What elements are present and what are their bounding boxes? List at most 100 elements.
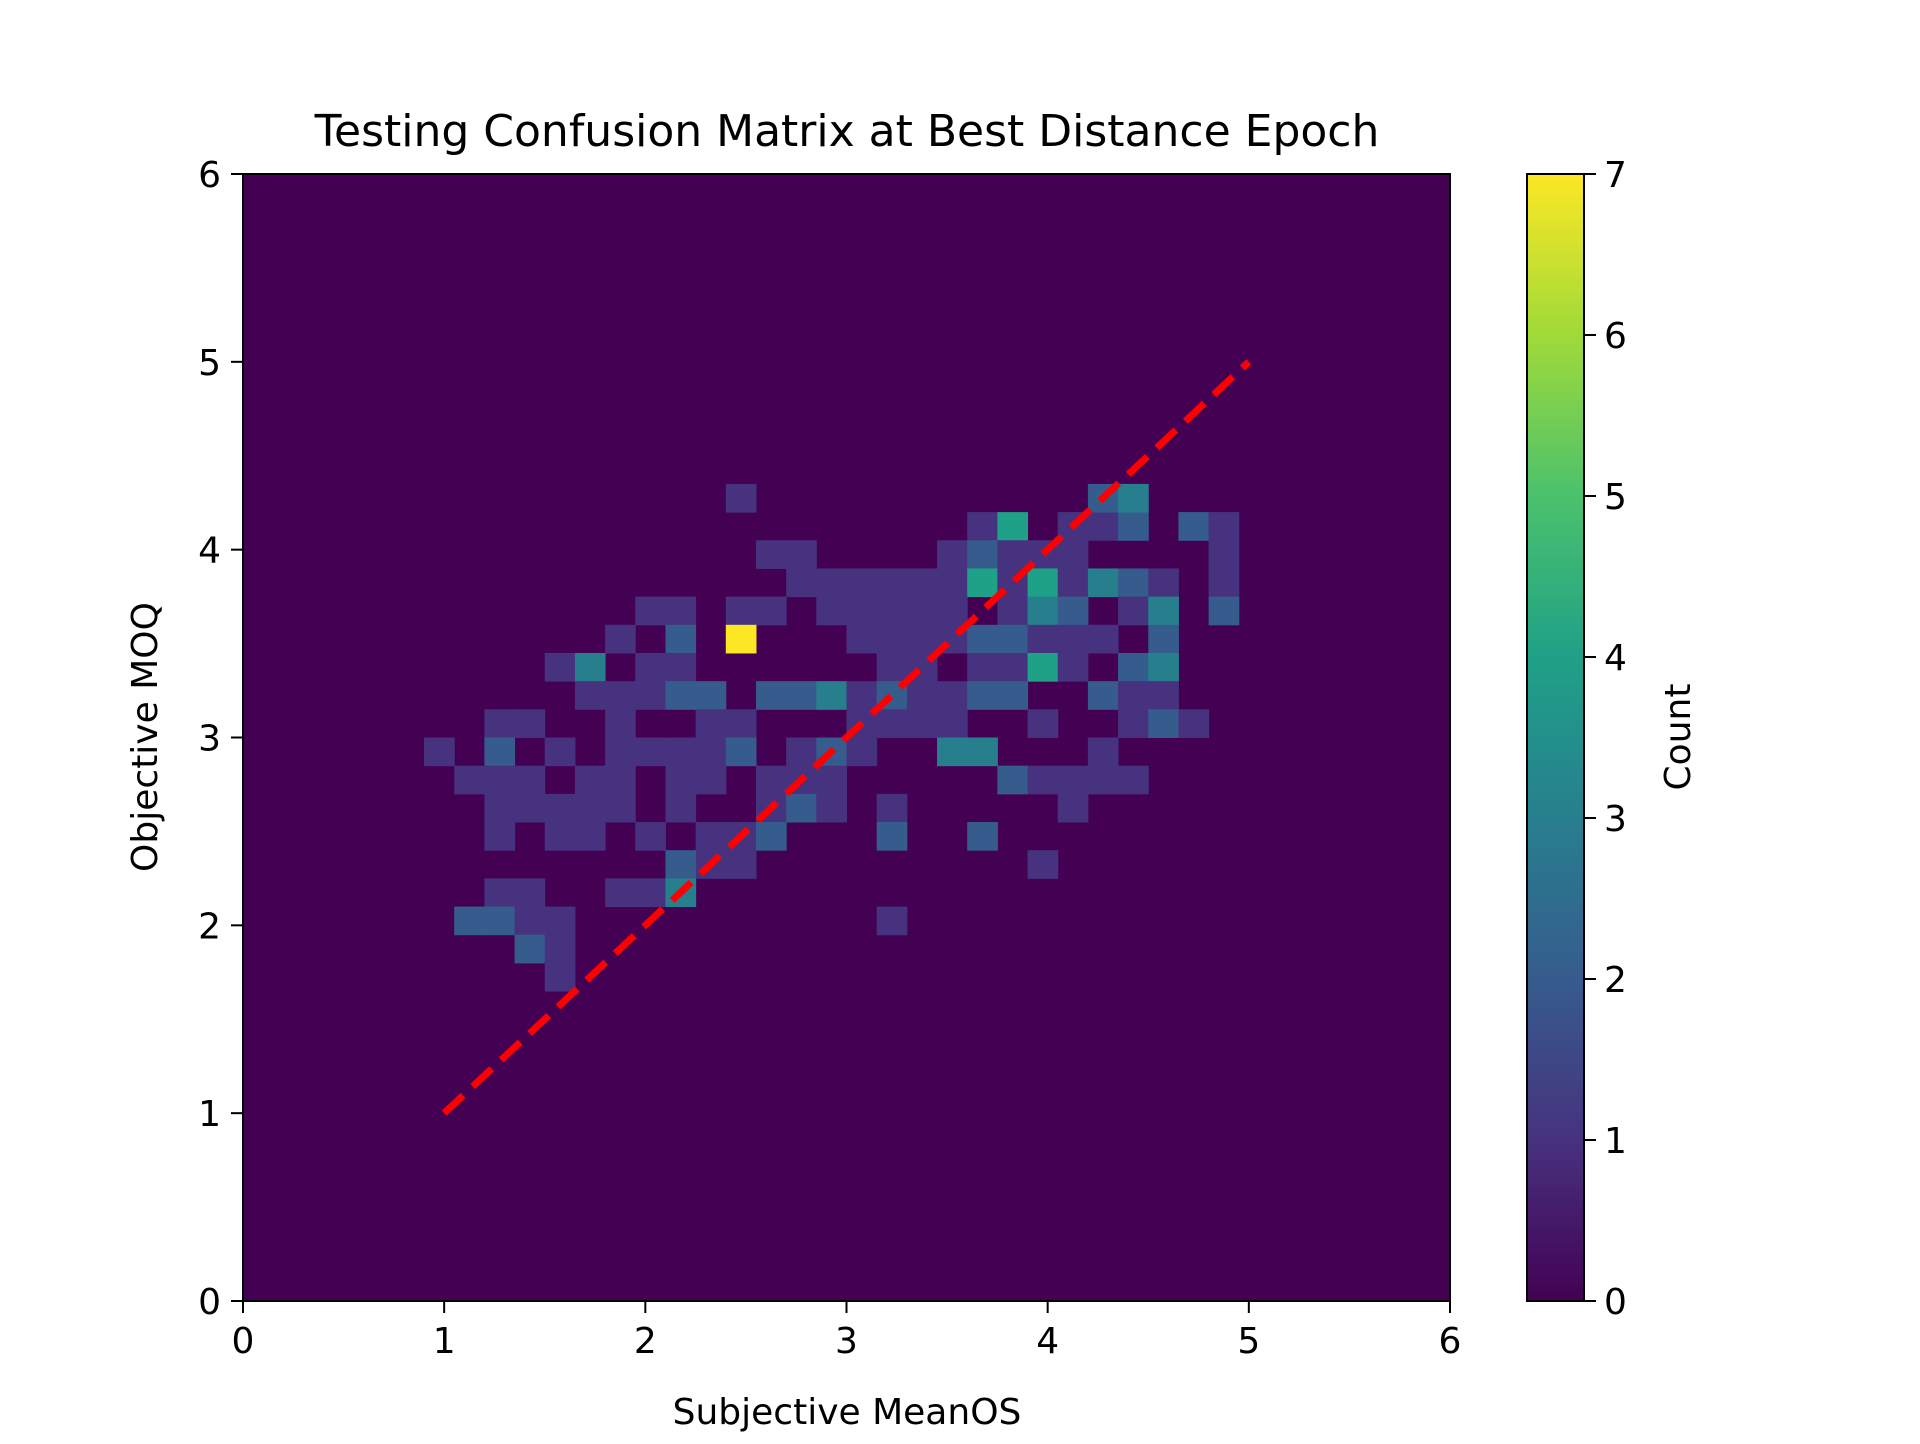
heatmap-cell (574, 681, 606, 710)
colorbar-tick-label: 7 (1604, 155, 1627, 196)
heatmap-cell (786, 793, 817, 823)
heatmap-cell (1208, 596, 1240, 626)
colorbar-tick-label: 6 (1604, 316, 1627, 357)
heatmap-cell (544, 737, 576, 767)
heatmap-cell (876, 709, 908, 738)
y-tick-label: 6 (198, 155, 221, 196)
x-tick-label: 1 (433, 1321, 456, 1362)
heatmap-cell (937, 568, 968, 598)
heatmap-cell (786, 568, 817, 598)
heatmap-cell (997, 652, 1029, 682)
heatmap-cell (997, 765, 1029, 795)
x-axis-label: Subjective MeanOS (673, 1392, 1022, 1433)
heatmap-cell (514, 934, 546, 964)
heatmap-cell (725, 596, 757, 626)
heatmap-cell (816, 681, 847, 710)
heatmap-cells (424, 483, 1240, 992)
heatmap-cell (997, 512, 1029, 541)
heatmap-cell (1027, 709, 1059, 738)
heatmap-cell (1148, 568, 1179, 598)
heatmap-cell (1087, 737, 1119, 767)
plot-area (242, 173, 1451, 1302)
heatmap-cell (816, 765, 847, 795)
heatmap-cell (786, 540, 817, 569)
heatmap-cell (816, 568, 847, 598)
heatmap-cell (876, 906, 908, 936)
heatmap-cell (1057, 596, 1089, 626)
heatmap-cell (1148, 652, 1179, 682)
heatmap-cell (1118, 596, 1149, 626)
heatmap-cell (1087, 765, 1119, 795)
heatmap-cell (665, 652, 697, 682)
heatmap-cell (1027, 624, 1059, 654)
heatmap-cell (635, 822, 666, 851)
heatmap-cell (574, 793, 606, 823)
heatmap-cell (967, 512, 998, 541)
heatmap-cell (725, 850, 757, 879)
heatmap-cell (454, 765, 485, 795)
heatmap-cell (786, 681, 817, 710)
identity-reference-line (441, 359, 1252, 1116)
heatmap-cell (605, 737, 636, 767)
heatmap-cell (665, 850, 697, 879)
heatmap-cell (1087, 568, 1119, 598)
y-tick-label: 5 (198, 343, 221, 384)
heatmap-cell (665, 793, 697, 823)
heatmap-cell (816, 793, 847, 823)
heatmap-cell (484, 737, 516, 767)
heatmap-cell (484, 822, 516, 851)
heatmap-cell (695, 765, 727, 795)
heatmap-cell (906, 681, 938, 710)
y-tick-label: 0 (198, 1282, 221, 1323)
heatmap-cell (755, 822, 787, 851)
heatmap-cell (574, 765, 606, 795)
heatmap-cell (967, 681, 998, 710)
heatmap-cell (937, 540, 968, 569)
y-axis: 0 1 2 3 4 5 6 (198, 155, 243, 1323)
heatmap-cell (484, 878, 516, 908)
heatmap-cell (665, 737, 697, 767)
heatmap-cell (605, 878, 636, 908)
heatmap-cell (424, 737, 455, 767)
x-tick-label: 6 (1439, 1321, 1462, 1362)
colorbar-label: Count (1658, 684, 1699, 791)
x-axis: 0 1 2 3 4 5 6 (232, 1301, 1462, 1362)
heatmap-cell (605, 709, 636, 738)
heatmap-cell (544, 652, 576, 682)
colorbar-tick-label: 3 (1604, 799, 1627, 840)
heatmap-cell (605, 681, 636, 710)
heatmap-cell (695, 737, 727, 767)
colorbar-tick-label: 0 (1604, 1282, 1627, 1323)
heatmap-cell (906, 596, 938, 626)
heatmap-cell (574, 822, 606, 851)
heatmap-cell (1118, 681, 1149, 710)
heatmap-cell (1057, 652, 1089, 682)
heatmap-cell (1208, 512, 1240, 541)
heatmap-cell (876, 596, 908, 626)
heatmap-cell (997, 681, 1029, 710)
heatmap-cell (605, 765, 636, 795)
heatmap-cell (967, 652, 998, 682)
y-tick-label: 3 (198, 719, 221, 760)
colorbar: 0 1 2 3 4 5 6 7 Count (1526, 155, 1699, 1323)
colorbar-tick-label: 4 (1604, 638, 1627, 679)
heatmap-cell (876, 793, 908, 823)
colorbar-tick-label: 2 (1604, 960, 1627, 1001)
heatmap-cell (846, 737, 878, 767)
heatmap-cell (635, 878, 666, 908)
heatmap-cell (544, 934, 576, 964)
x-tick-label: 5 (1237, 1321, 1260, 1362)
heatmap-cell (1027, 765, 1059, 795)
heatmap-cell (484, 765, 516, 795)
heatmap-cell (1178, 709, 1210, 738)
y-tick-label: 2 (198, 906, 221, 947)
heatmap-cell (514, 878, 546, 908)
heatmap-cell (1208, 540, 1240, 569)
x-tick-label: 0 (232, 1321, 255, 1362)
heatmap-cell (876, 822, 908, 851)
heatmap-cell (997, 624, 1029, 654)
heatmap-cell (816, 596, 847, 626)
heatmap-cell (997, 540, 1029, 569)
heatmap-cell (846, 596, 878, 626)
heatmap-cell (665, 624, 697, 654)
